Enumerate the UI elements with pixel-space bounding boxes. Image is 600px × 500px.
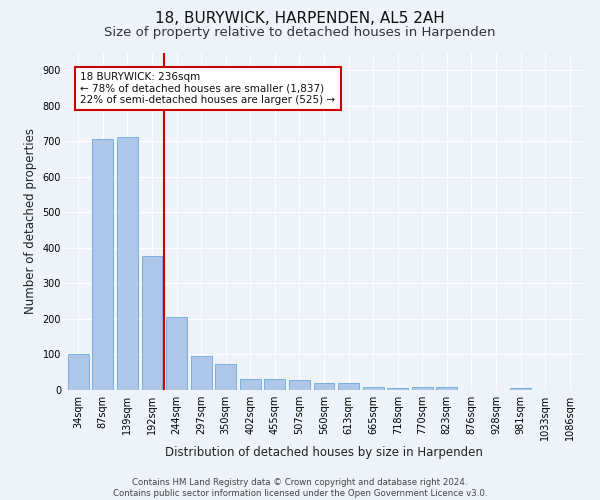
Bar — [240, 380, 261, 390]
Bar — [166, 317, 187, 390]
Text: Contains HM Land Registry data © Crown copyright and database right 2024.
Contai: Contains HM Land Registry data © Crown c… — [113, 478, 487, 498]
Bar — [436, 387, 457, 390]
X-axis label: Distribution of detached houses by size in Harpenden: Distribution of detached houses by size … — [165, 446, 483, 458]
Y-axis label: Number of detached properties: Number of detached properties — [24, 128, 37, 314]
Text: 18, BURYWICK, HARPENDEN, AL5 2AH: 18, BURYWICK, HARPENDEN, AL5 2AH — [155, 11, 445, 26]
Bar — [314, 383, 334, 390]
Bar — [362, 387, 383, 390]
Text: Size of property relative to detached houses in Harpenden: Size of property relative to detached ho… — [104, 26, 496, 39]
Bar — [387, 388, 408, 390]
Bar — [92, 139, 113, 390]
Bar — [289, 380, 310, 390]
Bar — [191, 356, 212, 390]
Bar — [215, 364, 236, 390]
Bar — [338, 383, 359, 390]
Bar — [265, 380, 286, 390]
Bar — [510, 388, 531, 390]
Bar — [117, 137, 138, 390]
Bar — [412, 387, 433, 390]
Bar — [68, 354, 89, 390]
Text: 18 BURYWICK: 236sqm
← 78% of detached houses are smaller (1,837)
22% of semi-det: 18 BURYWICK: 236sqm ← 78% of detached ho… — [80, 72, 335, 105]
Bar — [142, 256, 163, 390]
